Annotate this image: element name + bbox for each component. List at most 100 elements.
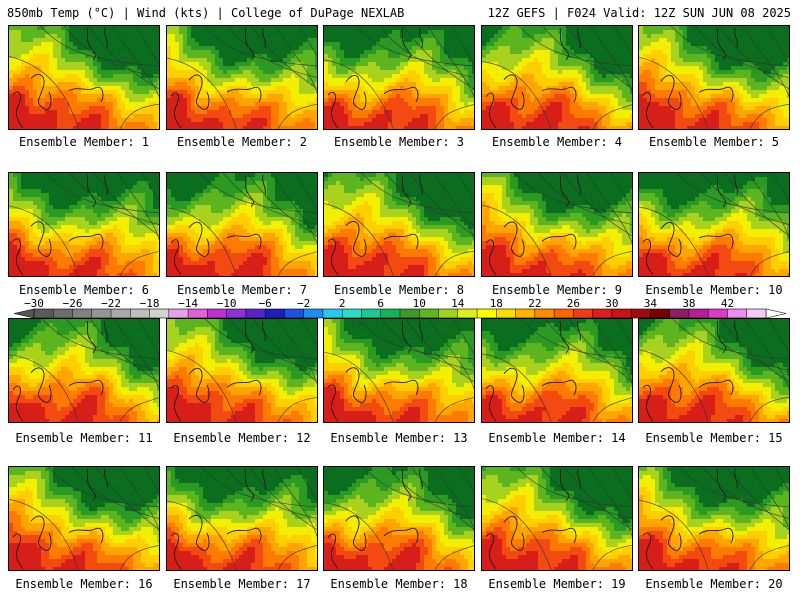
colorbar-swatch xyxy=(534,309,555,318)
ensemble-member-map xyxy=(323,25,475,130)
colorbar-swatch xyxy=(188,309,208,318)
colorbar-tick-label: −26 xyxy=(63,297,83,310)
ensemble-member-map xyxy=(481,25,633,130)
ensemble-member-map xyxy=(8,318,160,423)
colorbar-swatch xyxy=(669,309,690,318)
colorbar-swatch xyxy=(380,309,401,318)
ensemble-member-map xyxy=(166,318,318,423)
colorbar-tick-label: −14 xyxy=(178,297,198,310)
ensemble-member-map xyxy=(166,25,318,130)
colorbar-arrow-high xyxy=(765,308,787,319)
colorbar-swatch xyxy=(419,309,439,318)
ensemble-member-map xyxy=(166,172,318,277)
colorbar-swatch xyxy=(554,309,574,318)
ensemble-member-label: Ensemble Member: 6 xyxy=(5,283,163,297)
ensemble-member-label: Ensemble Member: 13 xyxy=(320,431,478,445)
colorbar-swatch xyxy=(265,309,285,318)
colorbar-tick-label: 22 xyxy=(528,297,541,310)
ensemble-member-map xyxy=(8,172,160,277)
colorbar-tick-label: 10 xyxy=(413,297,426,310)
ensemble-member-map xyxy=(638,466,790,571)
ensemble-member-label: Ensemble Member: 1 xyxy=(5,135,163,149)
ensemble-member-label: Ensemble Member: 9 xyxy=(478,283,636,297)
ensemble-member-label: Ensemble Member: 14 xyxy=(478,431,636,445)
colorbar-swatch xyxy=(650,309,670,318)
ensemble-member-map xyxy=(481,172,633,277)
colorbar-tick-label: 30 xyxy=(605,297,618,310)
colorbar-swatch xyxy=(573,309,593,318)
ensemble-member-label: Ensemble Member: 16 xyxy=(5,577,163,591)
colorbar-swatch xyxy=(303,309,324,318)
colorbar-swatch xyxy=(284,309,304,318)
ensemble-member-label: Ensemble Member: 20 xyxy=(635,577,793,591)
ensemble-member-map xyxy=(481,466,633,571)
colorbar-tick-label: −30 xyxy=(24,297,44,310)
colorbar-swatch xyxy=(149,309,170,318)
colorbar-tick-label: 38 xyxy=(682,297,695,310)
ensemble-member-map xyxy=(323,172,475,277)
colorbar-swatch xyxy=(72,309,93,318)
ensemble-member-map xyxy=(638,172,790,277)
colorbar-swatch xyxy=(708,309,728,318)
ensemble-member-map xyxy=(8,25,160,130)
colorbar-swatch xyxy=(91,309,112,318)
colorbar-swatch xyxy=(496,309,516,318)
colorbar-swatch xyxy=(727,309,748,318)
ensemble-member-label: Ensemble Member: 12 xyxy=(163,431,321,445)
ensemble-member-map xyxy=(638,318,790,423)
temperature-colorbar: −30 −26 −22 −18 −14 −10 −6 −2 2 6 10 14 18 22 26 30 34 38… xyxy=(10,296,790,320)
colorbar-swatch xyxy=(477,309,497,318)
ensemble-member-map xyxy=(481,318,633,423)
colorbar-tick-label: −10 xyxy=(217,297,237,310)
colorbar-tick-label: −18 xyxy=(140,297,160,310)
colorbar-swatch xyxy=(631,309,651,318)
ensemble-member-label: Ensemble Member: 3 xyxy=(320,135,478,149)
colorbar-swatch xyxy=(438,309,459,318)
ensemble-member-map xyxy=(8,466,160,571)
ensemble-member-label: Ensemble Member: 8 xyxy=(320,283,478,297)
colorbar-arrow-low xyxy=(13,308,35,319)
colorbar-swatch xyxy=(207,309,227,318)
ensemble-member-label: Ensemble Member: 10 xyxy=(635,283,793,297)
colorbar-swatch xyxy=(592,309,613,318)
ensemble-member-label: Ensemble Member: 15 xyxy=(635,431,793,445)
colorbar-tick-label: −22 xyxy=(101,297,121,310)
colorbar-swatch xyxy=(245,309,266,318)
ensemble-member-label: Ensemble Member: 17 xyxy=(163,577,321,591)
colorbar-swatch xyxy=(168,309,189,318)
colorbar-swatch xyxy=(611,309,632,318)
colorbar-tick-label: 2 xyxy=(339,297,346,310)
colorbar-swatch xyxy=(457,309,478,318)
ensemble-member-label: Ensemble Member: 19 xyxy=(478,577,636,591)
ensemble-member-map xyxy=(166,466,318,571)
colorbar-swatch xyxy=(322,309,343,318)
colorbar-swatch xyxy=(361,309,382,318)
colorbar-tick-label: 34 xyxy=(644,297,658,310)
map-title: 850mb Temp (°C) | Wind (kts) | College o… xyxy=(7,6,404,20)
colorbar-swatch xyxy=(342,309,362,318)
colorbar-tick-label: 18 xyxy=(490,297,503,310)
colorbar-swatch xyxy=(746,309,767,318)
colorbar-swatch xyxy=(53,309,73,318)
colorbar-tick-label: 14 xyxy=(451,297,465,310)
ensemble-member-label: Ensemble Member: 2 xyxy=(163,135,321,149)
colorbar-swatch xyxy=(688,309,709,318)
ensemble-member-map xyxy=(323,318,475,423)
colorbar-tick-label: 42 xyxy=(721,297,734,310)
ensemble-member-label: Ensemble Member: 11 xyxy=(5,431,163,445)
ensemble-member-label: Ensemble Member: 5 xyxy=(635,135,793,149)
colorbar-swatch xyxy=(400,309,420,318)
colorbar-swatch xyxy=(111,309,131,318)
ensemble-member-label: Ensemble Member: 4 xyxy=(478,135,636,149)
model-valid-time: 12Z GEFS | F024 Valid: 12Z SUN JUN 08 20… xyxy=(488,6,791,20)
colorbar-tick-label: −6 xyxy=(259,297,272,310)
colorbar-tick-label: 6 xyxy=(377,297,384,310)
ensemble-member-map xyxy=(323,466,475,571)
colorbar-swatch xyxy=(130,309,150,318)
ensemble-member-map xyxy=(638,25,790,130)
ensemble-member-label: Ensemble Member: 7 xyxy=(163,283,321,297)
colorbar-tick-label: 26 xyxy=(567,297,580,310)
colorbar-tick-label: −2 xyxy=(297,297,310,310)
colorbar-swatch xyxy=(515,309,536,318)
ensemble-member-label: Ensemble Member: 18 xyxy=(320,577,478,591)
